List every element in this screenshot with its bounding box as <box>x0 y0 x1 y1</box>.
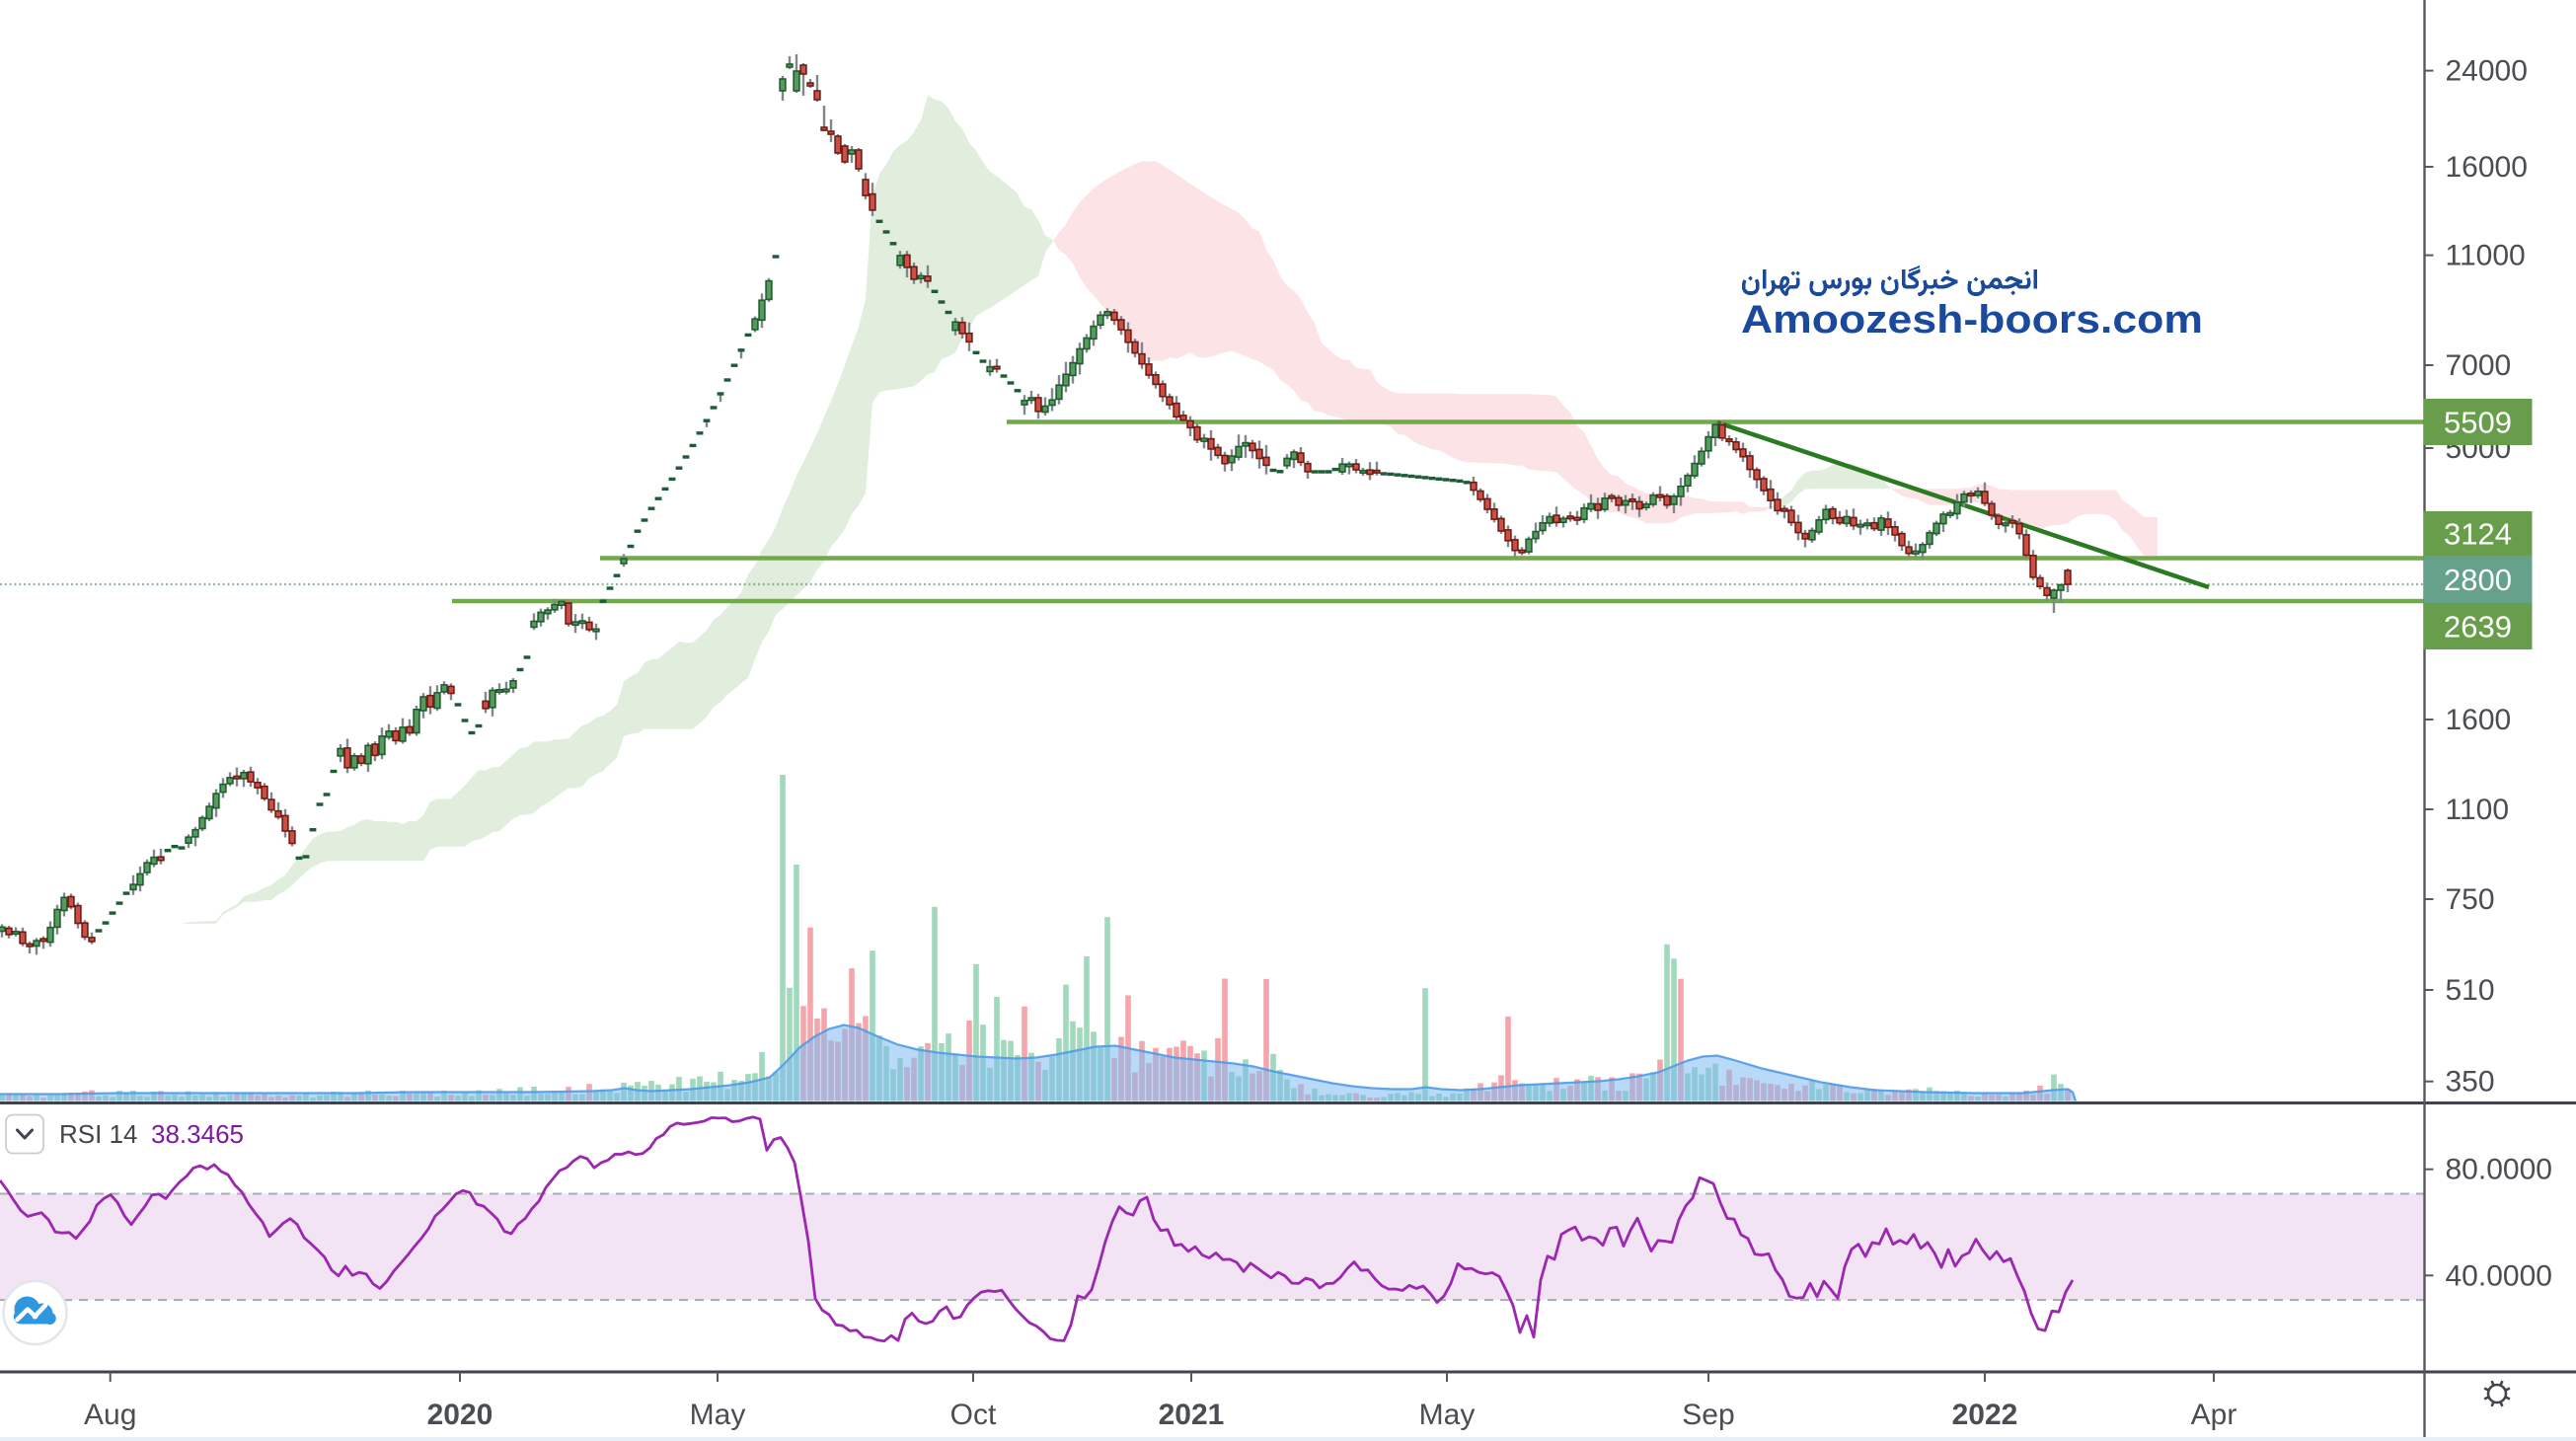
svg-text:Sep: Sep <box>1682 1399 1734 1431</box>
svg-text:510: 510 <box>2446 974 2495 1007</box>
svg-text:16000: 16000 <box>2446 151 2528 184</box>
svg-text:May: May <box>1419 1399 1476 1431</box>
svg-text:Amoozesh-boors.com: Amoozesh-boors.com <box>1741 298 2203 341</box>
svg-text:38.3465: 38.3465 <box>151 1119 244 1149</box>
svg-text:2020: 2020 <box>427 1399 493 1431</box>
svg-text:3124: 3124 <box>2444 517 2512 552</box>
svg-text:2800: 2800 <box>2444 563 2512 597</box>
svg-text:Oct: Oct <box>950 1399 997 1431</box>
svg-text:40.0000: 40.0000 <box>2446 1259 2552 1292</box>
svg-text:May: May <box>690 1399 746 1431</box>
svg-text:7000: 7000 <box>2446 349 2512 382</box>
svg-text:2021: 2021 <box>1159 1399 1225 1431</box>
svg-text:350: 350 <box>2446 1066 2495 1099</box>
svg-text:2022: 2022 <box>1952 1399 2018 1431</box>
svg-text:5509: 5509 <box>2444 406 2512 440</box>
svg-text:Apr: Apr <box>2191 1399 2237 1431</box>
svg-text:750: 750 <box>2446 883 2495 916</box>
svg-text:80.0000: 80.0000 <box>2446 1154 2552 1186</box>
svg-text:Aug: Aug <box>84 1399 136 1431</box>
svg-text:RSI 14: RSI 14 <box>59 1119 138 1149</box>
svg-text:1100: 1100 <box>2446 794 2510 826</box>
svg-text:11000: 11000 <box>2446 240 2526 272</box>
svg-text:24000: 24000 <box>2446 55 2528 88</box>
svg-text:1600: 1600 <box>2446 704 2512 736</box>
svg-text:2639: 2639 <box>2444 610 2512 645</box>
